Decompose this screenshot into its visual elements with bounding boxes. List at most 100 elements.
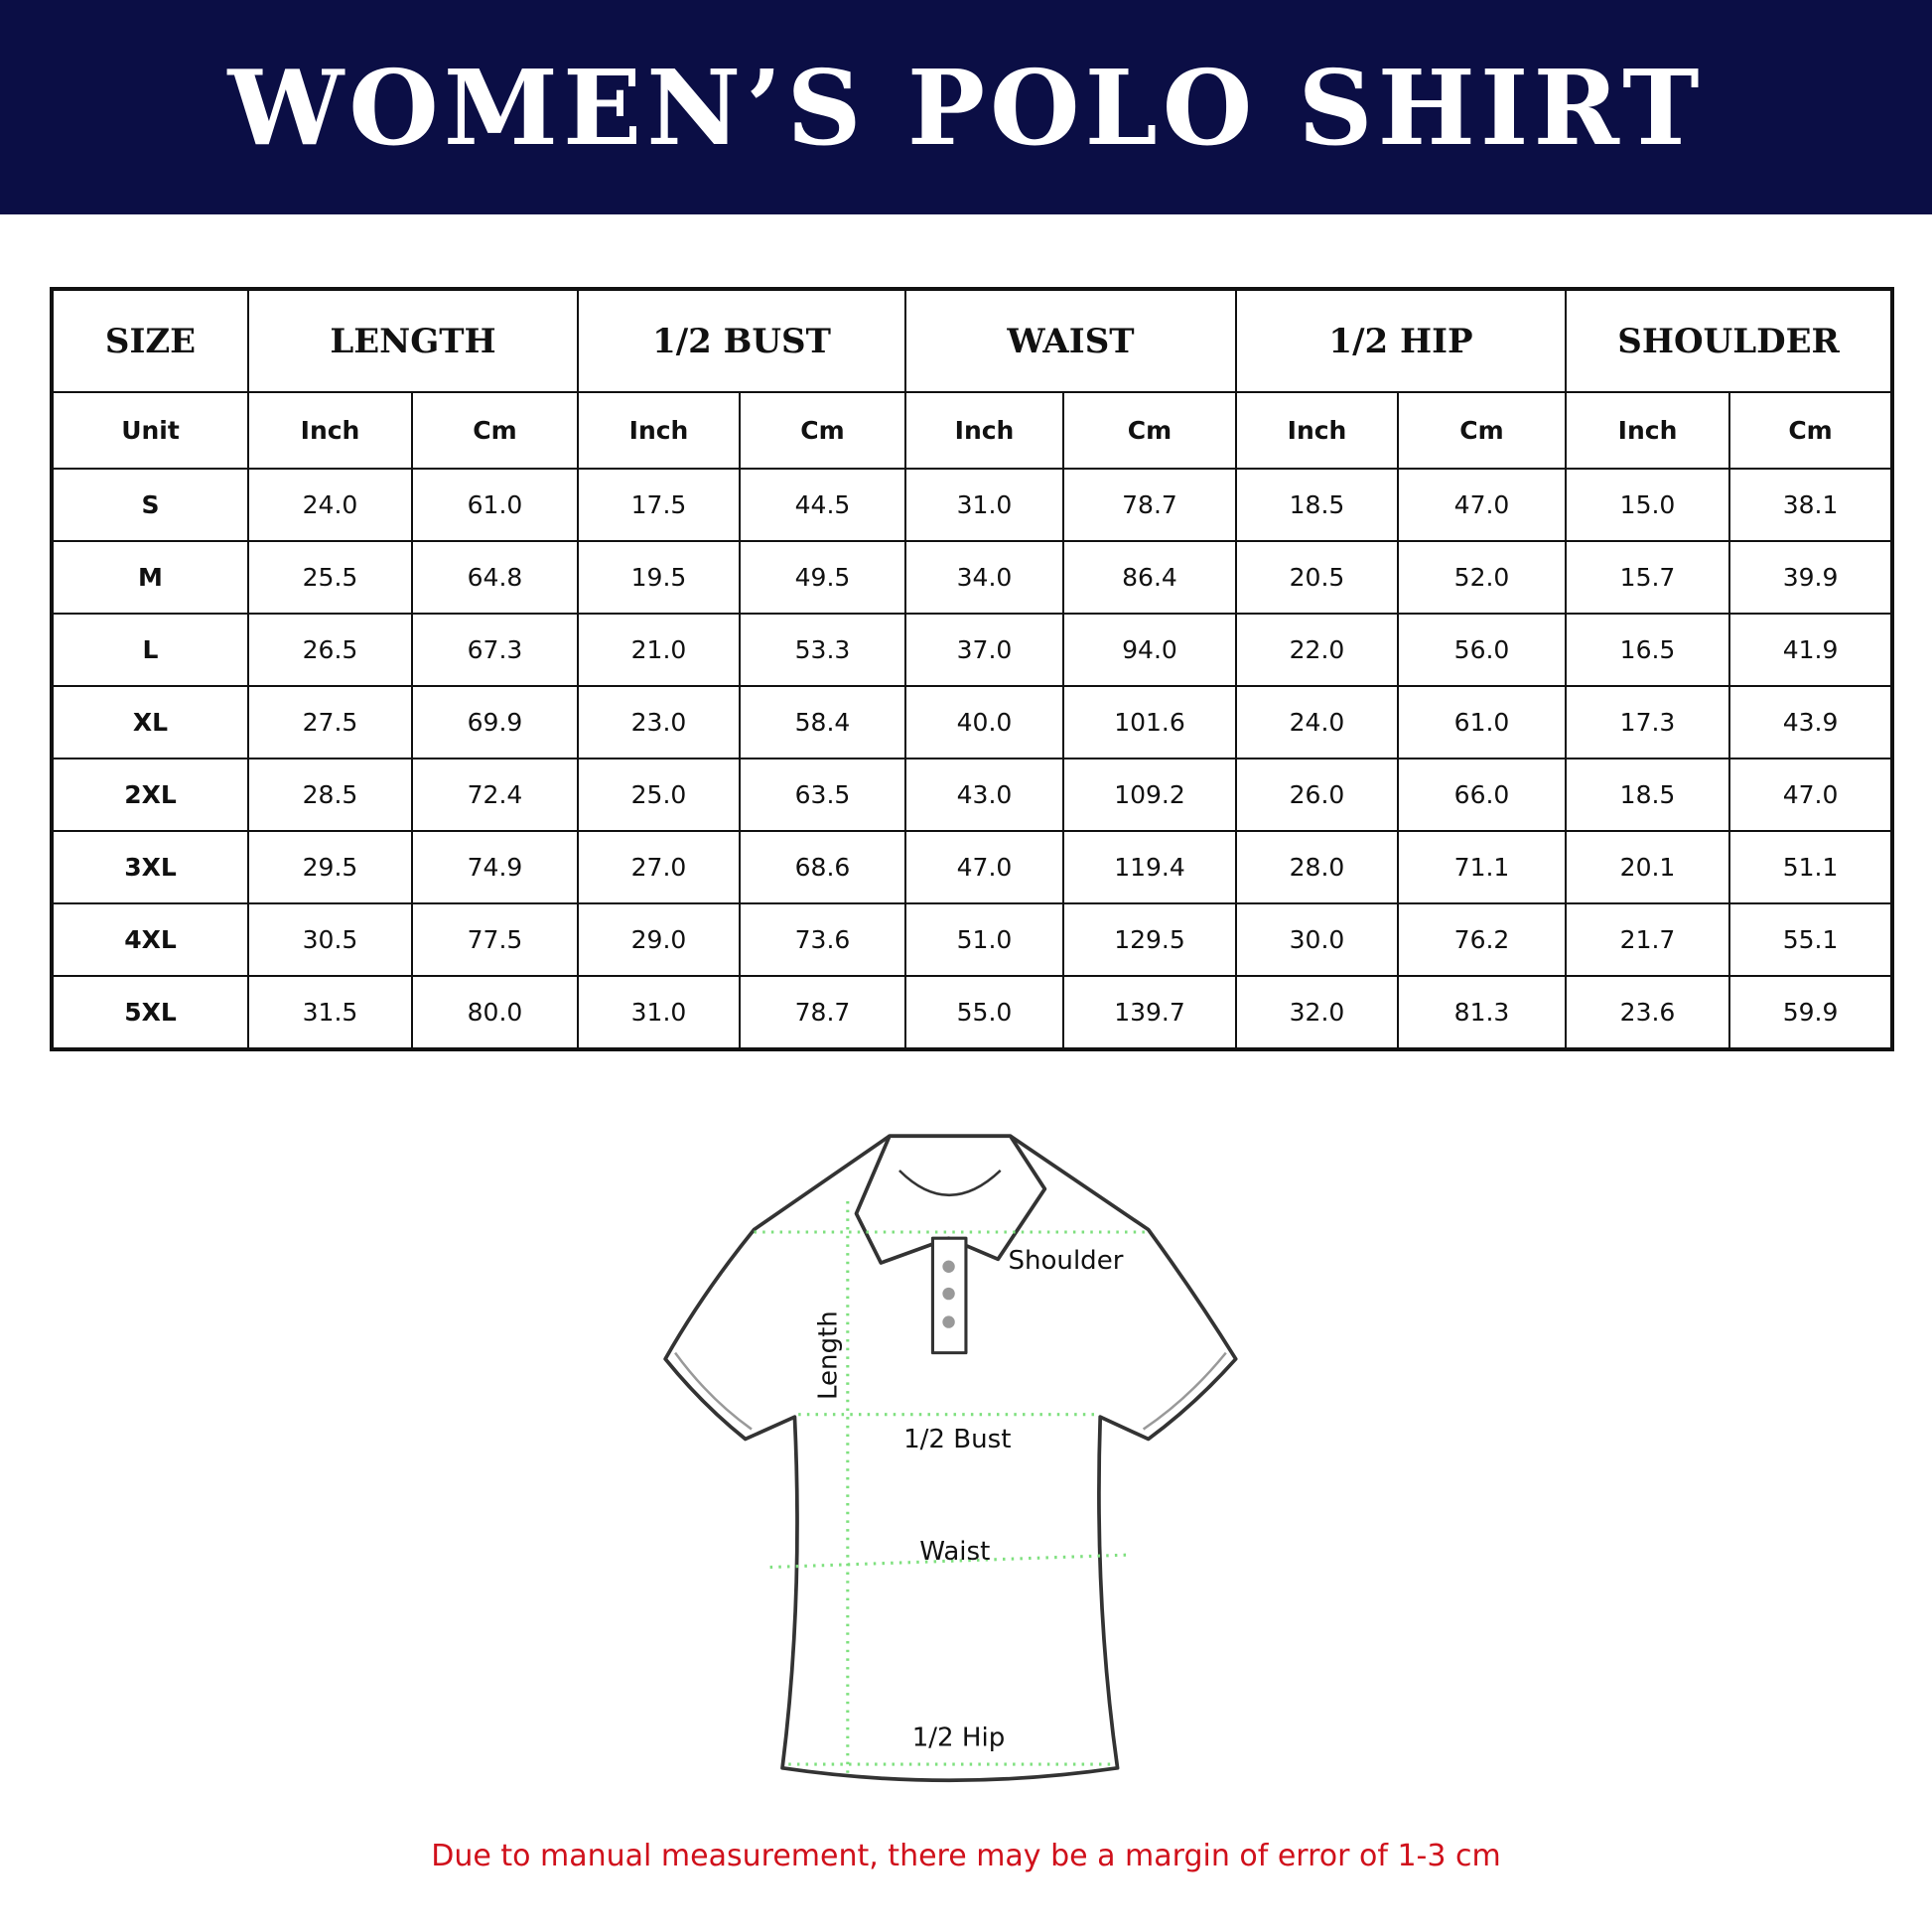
sleeve-cuff-right [1142,1351,1227,1431]
value-cell: 86.4 [1062,540,1237,615]
value-cell: 37.0 [904,613,1064,687]
value-cell: 29.0 [577,902,741,977]
size-cell: XL [51,685,249,759]
column-header: SHOULDER [1565,288,1894,393]
button-icon [942,1287,955,1301]
value-cell: 21.7 [1565,902,1731,977]
size-cell: 4XL [51,902,249,977]
value-cell: 17.3 [1565,685,1731,759]
page-title: WOMEN’S POLO SHIRT [227,46,1705,169]
value-cell: 55.1 [1728,902,1894,977]
value-cell: 81.3 [1396,975,1568,1050]
value-cell: 43.9 [1728,685,1894,759]
value-cell: 25.0 [577,758,741,832]
unit-cell: Cm [739,391,906,470]
value-cell: 25.5 [247,540,413,615]
value-cell: 23.0 [577,685,741,759]
value-cell: 64.8 [411,540,579,615]
value-cell: 21.0 [577,613,741,687]
sleeve-cuff-left [674,1351,753,1431]
unit-cell: Cm [1396,391,1568,470]
value-cell: 26.0 [1235,758,1399,832]
value-cell: 94.0 [1062,613,1237,687]
value-cell: 61.0 [1396,685,1568,759]
size-cell: 3XL [51,830,249,904]
table-row: 5XL 31.5 80.0 31.0 78.7 55.0 139.7 32.0 81.3 23.6… [51,975,1894,1050]
value-cell: 31.5 [247,975,413,1050]
value-cell: 47.0 [1728,758,1894,832]
value-cell: 74.9 [411,830,579,904]
value-cell: 109.2 [1062,758,1237,832]
table-row: 2XL 28.5 72.4 25.0 63.5 43.0 109.2 26.0 66.0 18.5… [51,758,1894,832]
value-cell: 69.9 [411,685,579,759]
value-cell: 20.1 [1565,830,1731,904]
unit-cell: Cm [1062,391,1237,470]
column-header: 1/2 HIP [1234,288,1568,393]
value-cell: 68.6 [739,830,906,904]
value-cell: 59.9 [1728,975,1894,1050]
value-cell: 23.6 [1565,975,1731,1050]
shoulder-label: Shoulder [1008,1246,1123,1276]
value-cell: 29.5 [247,830,413,904]
value-cell: 40.0 [904,685,1064,759]
value-cell: 41.9 [1728,613,1894,687]
value-cell: 24.0 [1235,685,1399,759]
value-cell: 47.0 [904,830,1064,904]
value-cell: 30.5 [247,902,413,977]
value-cell: 53.3 [739,613,906,687]
value-cell: 39.9 [1728,540,1894,615]
value-cell: 15.7 [1565,540,1731,615]
value-cell: 22.0 [1235,613,1399,687]
unit-label: Unit [51,391,249,470]
value-cell: 139.7 [1062,975,1237,1050]
unit-cell: Inch [1565,391,1731,470]
unit-cell: Inch [904,391,1064,470]
value-cell: 49.5 [739,540,906,615]
size-cell: 5XL [51,975,249,1050]
title-banner: WOMEN’S POLO SHIRT [0,0,1932,214]
value-cell: 78.7 [1062,468,1237,542]
value-cell: 20.5 [1235,540,1399,615]
bust-label: 1/2 Bust [903,1425,1011,1454]
value-cell: 51.1 [1728,830,1894,904]
value-cell: 27.5 [247,685,413,759]
value-cell: 52.0 [1396,540,1568,615]
size-cell: 2XL [51,758,249,832]
length-label: Length [814,1311,844,1400]
value-cell: 16.5 [1565,613,1731,687]
button-icon [942,1315,955,1328]
value-cell: 26.5 [247,613,413,687]
value-cell: 19.5 [577,540,741,615]
value-cell: 24.0 [247,468,413,542]
table-row: 4XL 30.5 77.5 29.0 73.6 51.0 129.5 30.0 76.2 21.7… [51,902,1894,977]
size-cell: M [51,540,249,615]
value-cell: 72.4 [411,758,579,832]
value-cell: 73.6 [739,902,906,977]
value-cell: 32.0 [1235,975,1399,1050]
value-cell: 38.1 [1728,468,1894,542]
value-cell: 77.5 [411,902,579,977]
value-cell: 78.7 [739,975,906,1050]
value-cell: 44.5 [739,468,906,542]
waist-label: Waist [919,1537,990,1567]
unit-cell: Inch [247,391,413,470]
value-cell: 43.0 [904,758,1064,832]
value-cell: 15.0 [1565,468,1731,542]
unit-cell: Inch [577,391,741,470]
value-cell: 101.6 [1062,685,1237,759]
column-header: WAIST [904,288,1237,393]
value-cell: 67.3 [411,613,579,687]
value-cell: 71.1 [1396,830,1568,904]
size-cell: L [51,613,249,687]
value-cell: 18.5 [1565,758,1731,832]
value-cell: 55.0 [904,975,1064,1050]
value-cell: 30.0 [1235,902,1399,977]
table-row: XL 27.5 69.9 23.0 58.4 40.0 101.6 24.0 61.0 17.3 4… [51,685,1894,759]
value-cell: 63.5 [739,758,906,832]
value-cell: 31.0 [577,975,741,1050]
neckline [898,1170,1002,1197]
value-cell: 18.5 [1235,468,1399,542]
shirt-outline [663,1134,1238,1783]
value-cell: 56.0 [1396,613,1568,687]
value-cell: 34.0 [904,540,1064,615]
